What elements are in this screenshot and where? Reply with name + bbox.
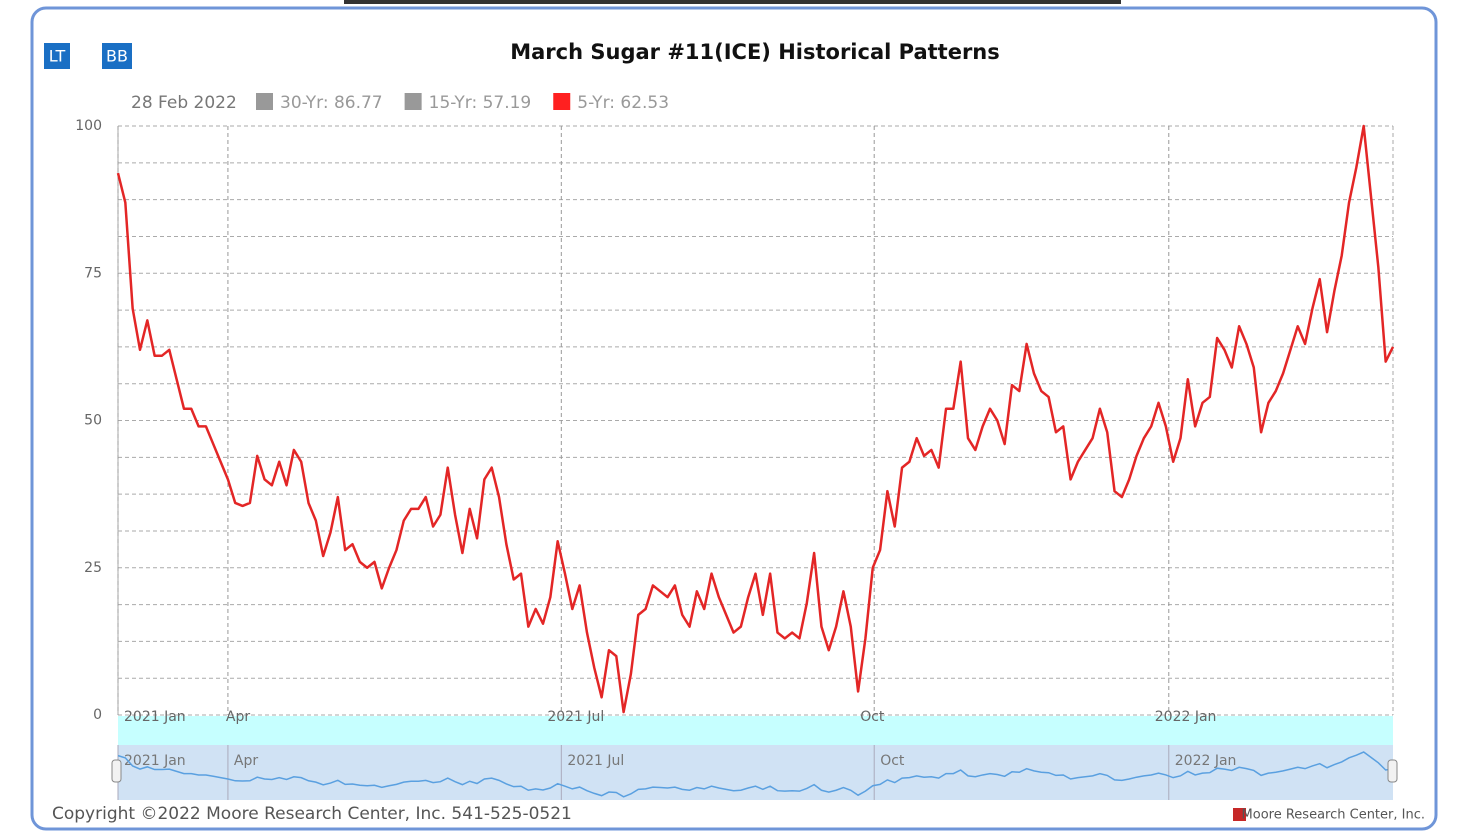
x-tick-label: 2022 Jan bbox=[1155, 709, 1217, 725]
nav-tick-label: 2021 Jan bbox=[124, 753, 186, 769]
x-tick-label: Oct bbox=[860, 709, 885, 725]
legend-date: 28 Feb 2022 bbox=[131, 93, 237, 113]
range-band bbox=[118, 716, 1393, 745]
x-tick-label: 2021 Jul bbox=[547, 709, 604, 725]
data-line bbox=[116, 124, 1395, 714]
top-bar bbox=[344, 0, 1121, 4]
nav-tick-label: 2021 Jul bbox=[567, 753, 624, 769]
x-tick-label: 2021 Jan bbox=[124, 709, 186, 725]
y-tick-label: 0 bbox=[93, 707, 102, 723]
lt-label[interactable]: LT bbox=[49, 47, 66, 66]
legend-label: 15-Yr: 57.19 bbox=[429, 93, 532, 113]
navigator-line bbox=[117, 751, 1394, 798]
copyright: Copyright ©2022 Moore Research Center, I… bbox=[52, 804, 572, 824]
legend-swatch bbox=[553, 93, 571, 110]
legend-label: 30-Yr: 86.77 bbox=[280, 93, 383, 113]
nav-handle[interactable] bbox=[111, 759, 122, 783]
legend-swatch bbox=[404, 93, 422, 110]
bb-button[interactable] bbox=[102, 43, 132, 69]
y-tick-label: 50 bbox=[84, 413, 102, 429]
logo-icon bbox=[1233, 808, 1246, 821]
chart-title: March Sugar #11(ICE) Historical Patterns bbox=[510, 40, 1000, 64]
bb-label[interactable]: BB bbox=[106, 47, 128, 66]
legend-swatch bbox=[256, 93, 273, 110]
y-tick-label: 75 bbox=[84, 265, 102, 281]
nav-tick-label: Oct bbox=[880, 753, 905, 769]
credit: Moore Research Center, Inc. bbox=[1242, 808, 1425, 823]
y-tick-label: 25 bbox=[84, 560, 102, 576]
nav-handle[interactable] bbox=[1387, 759, 1398, 783]
lt-button[interactable] bbox=[44, 43, 70, 69]
frame bbox=[30, 6, 1438, 831]
nav-tick-label: Apr bbox=[234, 753, 258, 769]
y-tick-label: 100 bbox=[75, 118, 102, 134]
nav-tick-label: 2022 Jan bbox=[1175, 753, 1237, 769]
navigator bbox=[118, 745, 1393, 800]
legend-label: 5-Yr: 62.53 bbox=[577, 93, 669, 113]
x-tick-label: Apr bbox=[226, 709, 250, 725]
